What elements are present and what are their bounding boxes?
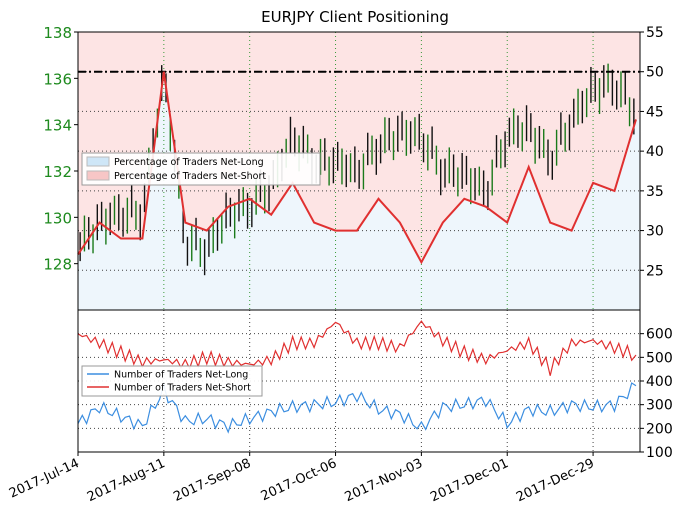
top-legend-box bbox=[81, 152, 321, 186]
percentage-tick-label: 25 bbox=[646, 263, 664, 279]
top-panel: 128 130 132 134 136 138 25 30 35 40 45 50 55 Percen… bbox=[43, 24, 664, 311]
legend-label: Number of Traders Net-Long bbox=[114, 370, 248, 381]
count-tick-label: 600 bbox=[646, 327, 673, 343]
legend-label: Percentage of Traders Net-Long bbox=[114, 157, 264, 168]
net-long-count-line bbox=[77, 382, 637, 434]
legend-swatch bbox=[86, 170, 110, 181]
net-short-count-line bbox=[77, 320, 637, 376]
net-short-line bbox=[77, 71, 637, 265]
count-tick-label: 100 bbox=[646, 445, 673, 461]
date-tick-label: 2017-Dec-01 bbox=[428, 456, 511, 505]
date-axis-ticks: 2017-Jul-14 2017-Aug-11 2017-Sep-08 2017-Oc… bbox=[7, 452, 597, 505]
price-tick-label: 136 bbox=[43, 70, 72, 88]
count-tick-label: 300 bbox=[646, 398, 673, 414]
legend-label: Number of Traders Net-Short bbox=[114, 383, 251, 394]
count-tick-label: 200 bbox=[646, 421, 673, 437]
date-tick-label: 2017-Jul-14 bbox=[7, 456, 82, 501]
price-tick-label: 134 bbox=[43, 117, 72, 135]
trader-count-lines bbox=[77, 320, 637, 434]
net-long-area bbox=[78, 71, 640, 310]
net-short-area bbox=[78, 32, 640, 263]
price-axis-ticks: 128 130 132 134 136 138 bbox=[43, 24, 78, 274]
percentage-tick-label: 50 bbox=[646, 65, 664, 81]
percentage-tick-label: 35 bbox=[646, 184, 664, 200]
bottom-panel: 100 200 300 400 500 600 Number of Traders Net… bbox=[7, 309, 673, 505]
bottom-legend-box bbox=[81, 365, 263, 397]
price-tick-label: 138 bbox=[43, 24, 72, 42]
date-tick-label: 2017-Dec-29 bbox=[514, 456, 597, 505]
percentage-tick-label: 55 bbox=[646, 25, 664, 41]
top-legend: Percentage of Traders Net-Long Percentage… bbox=[81, 152, 321, 186]
net-short-percentage-line bbox=[77, 71, 637, 265]
count-tick-label: 500 bbox=[646, 350, 673, 366]
date-tick-label: 2017-Aug-11 bbox=[85, 456, 168, 505]
date-tick-label: 2017-Sep-08 bbox=[171, 456, 253, 505]
price-tick-label: 128 bbox=[43, 256, 72, 274]
legend-label: Percentage of Traders Net-Short bbox=[114, 171, 266, 182]
net-short-fill bbox=[78, 32, 640, 310]
bottom-legend: Number of Traders Net-Long Number of Trad… bbox=[81, 365, 263, 397]
chart-title: EURJPY Client Positioning bbox=[261, 8, 449, 26]
date-tick-label: 2017-Nov-03 bbox=[343, 456, 425, 505]
percentage-tick-label: 45 bbox=[646, 104, 664, 120]
percentage-tick-label: 40 bbox=[646, 144, 664, 160]
price-tick-label: 130 bbox=[43, 209, 72, 227]
percentage-tick-label: 30 bbox=[646, 224, 664, 240]
price-tick-label: 132 bbox=[43, 163, 72, 181]
count-axis-ticks: 100 200 300 400 500 600 bbox=[640, 327, 673, 461]
date-tick-label: 2017-Oct-06 bbox=[259, 456, 340, 504]
price-bars bbox=[79, 63, 635, 276]
percentage-axis-ticks: 25 30 35 40 45 50 55 bbox=[640, 25, 664, 279]
count-tick-label: 400 bbox=[646, 374, 673, 390]
legend-swatch bbox=[86, 156, 110, 167]
